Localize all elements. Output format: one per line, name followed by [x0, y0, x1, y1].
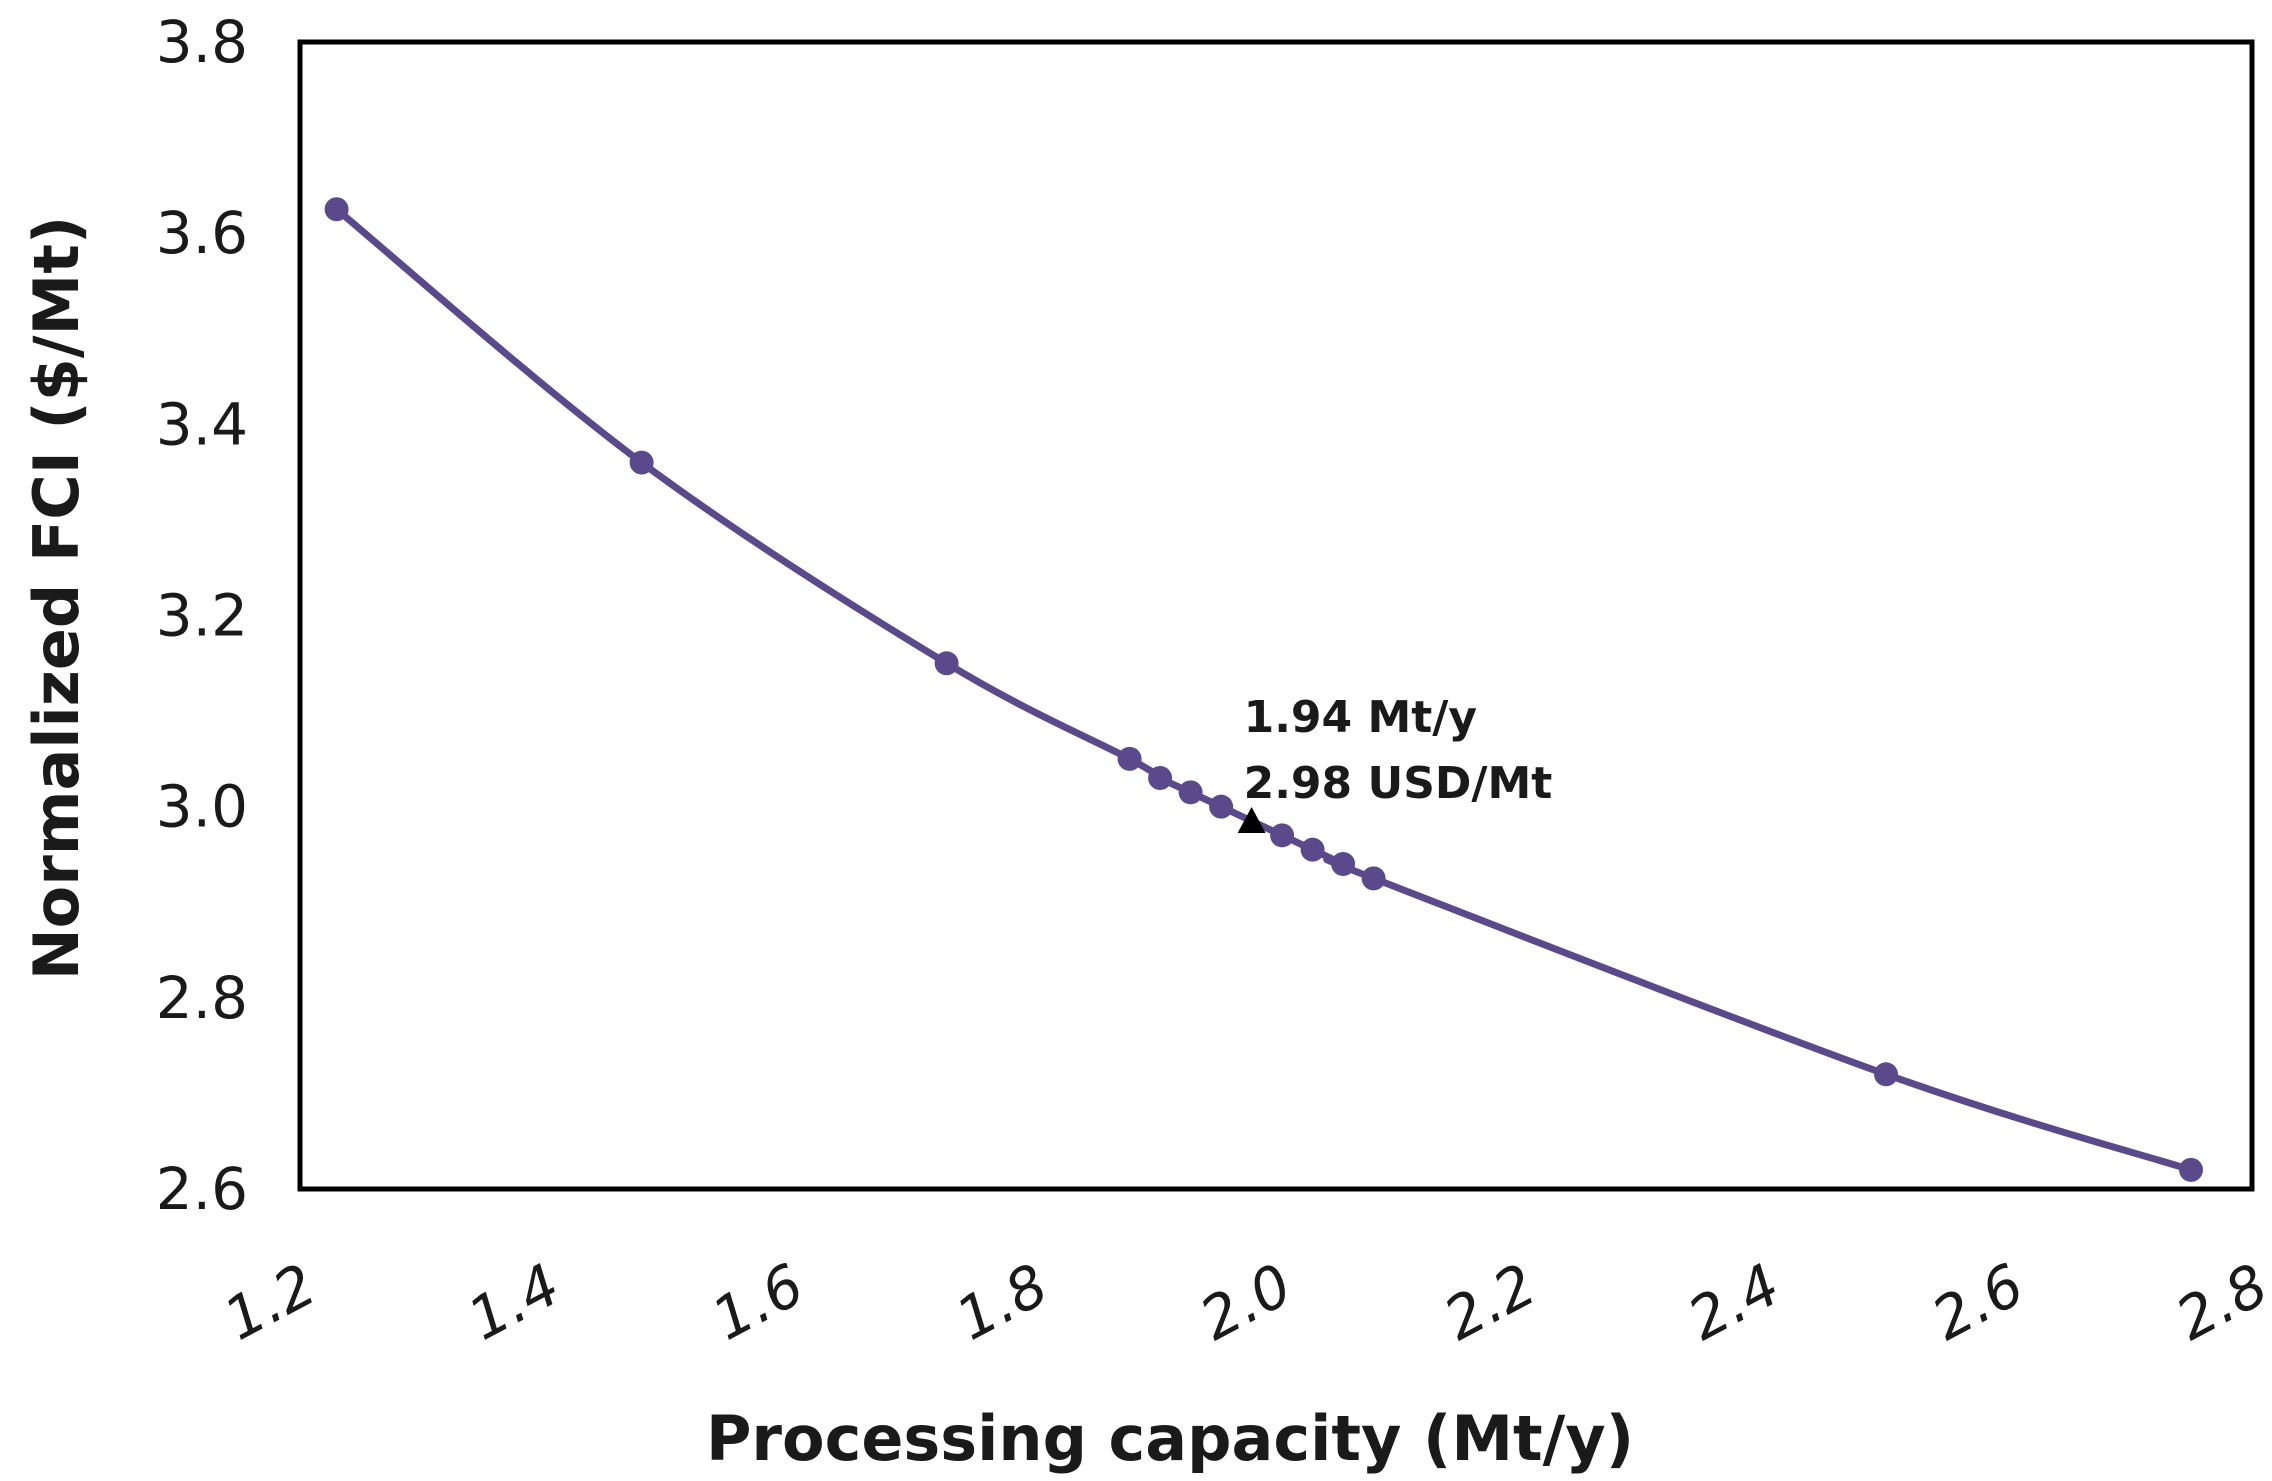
y-tick-label: 3.8	[156, 8, 248, 76]
data-point	[1270, 823, 1295, 848]
data-point	[1331, 852, 1356, 877]
data-point	[1874, 1062, 1898, 1087]
annotation-line-2: 2.98 USD/Mt	[1244, 758, 1553, 809]
y-tick-label: 3.2	[156, 582, 248, 650]
y-tick-label: 3.4	[156, 390, 248, 458]
annotation: 1.94 Mt/y 2.98 USD/Mt	[1237, 692, 1553, 834]
annotation-triangle-marker	[1237, 807, 1266, 834]
y-tick-label: 3.0	[156, 773, 248, 841]
y-axis-title: Normalized FCI ($/Mt)	[20, 216, 93, 980]
data-point	[1300, 837, 1325, 862]
plot-area	[324, 197, 2203, 1182]
data-point	[1148, 765, 1173, 790]
annotation-line-1: 1.94 Mt/y	[1244, 692, 1477, 743]
data-point	[629, 450, 654, 475]
y-tick-label: 2.6	[156, 1155, 248, 1223]
data-point	[1117, 746, 1142, 771]
data-point	[1209, 794, 1234, 819]
y-axis: 2.6 2.8 3.0 3.2 3.4 3.6 3.8	[156, 8, 248, 1223]
y-tick-label: 3.6	[156, 199, 248, 267]
x-axis-title: Processing capacity (Mt/y)	[706, 1402, 1634, 1475]
y-tick-label: 2.8	[156, 964, 248, 1032]
data-point	[324, 197, 349, 222]
plot-frame	[297, 39, 2255, 1192]
data-point	[1178, 780, 1203, 805]
data-point	[934, 651, 959, 676]
data-point	[1361, 866, 1386, 891]
data-point	[2179, 1157, 2203, 1182]
